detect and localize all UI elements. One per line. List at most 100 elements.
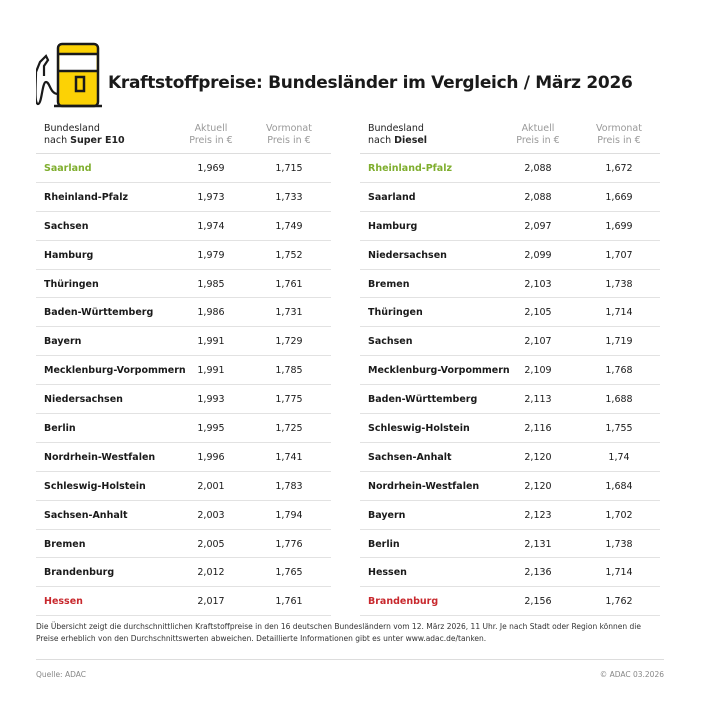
state-name: Nordrhein-Westfalen bbox=[44, 451, 156, 463]
state-name: Brandenburg bbox=[368, 596, 439, 608]
current-price: 2,088 bbox=[524, 191, 552, 203]
state-name: Bremen bbox=[44, 538, 86, 550]
table-row: Thüringen 1,985 1,761 bbox=[36, 270, 331, 299]
state-name: Sachsen-Anhalt bbox=[44, 509, 128, 521]
table-row: Niedersachsen 1,993 1,775 bbox=[36, 385, 331, 415]
previous-month-price: 1,783 bbox=[275, 480, 303, 492]
current-price: 1,985 bbox=[197, 278, 225, 290]
diesel-table: Bundesland nach Diesel Aktuell Preis in € … bbox=[360, 122, 660, 617]
current-price: 2,131 bbox=[524, 538, 552, 550]
state-name: Hessen bbox=[368, 567, 407, 579]
previous-month-price: 1,707 bbox=[605, 249, 633, 261]
table-row: Niedersachsen 2,099 1,707 bbox=[360, 241, 660, 270]
previous-month-price: 1,768 bbox=[605, 365, 633, 377]
table-row: Rheinland-Pfalz 2,088 1,672 bbox=[360, 154, 660, 183]
table-row: Hessen 2,136 1,714 bbox=[360, 558, 660, 588]
previous-month-price: 1,761 bbox=[275, 278, 303, 290]
state-name: Bayern bbox=[44, 336, 82, 348]
current-price: 2,113 bbox=[524, 394, 552, 406]
state-name: Saarland bbox=[44, 163, 92, 174]
state-name: Hamburg bbox=[44, 249, 94, 261]
current-price: 2,156 bbox=[524, 596, 552, 608]
previous-month-price: 1,775 bbox=[275, 394, 303, 406]
table-row: Sachsen 2,107 1,719 bbox=[360, 327, 660, 357]
table-row: Schleswig-Holstein 2,001 1,783 bbox=[36, 472, 331, 501]
current-price: 2,097 bbox=[524, 220, 552, 232]
table-row: Sachsen 1,974 1,749 bbox=[36, 212, 331, 241]
table-row: Berlin 2,131 1,738 bbox=[360, 530, 660, 559]
column-header-aktuell: Aktuell Preis in € bbox=[516, 123, 560, 146]
state-name: Thüringen bbox=[44, 278, 99, 290]
state-name: Schleswig-Holstein bbox=[368, 423, 470, 435]
state-name: Berlin bbox=[44, 423, 76, 435]
state-name: Hessen bbox=[44, 596, 83, 608]
table-row: Hessen 2,017 1,761 bbox=[36, 587, 331, 617]
table-row: Bayern 1,991 1,729 bbox=[36, 327, 331, 357]
state-name: Schleswig-Holstein bbox=[44, 480, 146, 492]
table-row: Hamburg 2,097 1,699 bbox=[360, 212, 660, 241]
state-name: Bayern bbox=[368, 509, 406, 521]
table-row: Saarland 1,969 1,715 bbox=[36, 154, 331, 183]
table-row: Baden-Württemberg 1,986 1,731 bbox=[36, 298, 331, 328]
previous-month-price: 1,672 bbox=[605, 163, 633, 174]
current-price: 2,120 bbox=[524, 451, 552, 463]
previous-month-price: 1,755 bbox=[605, 423, 633, 435]
current-price: 2,088 bbox=[524, 163, 552, 174]
table-row: Brandenburg 2,012 1,765 bbox=[36, 558, 331, 588]
previous-month-price: 1,714 bbox=[605, 307, 633, 319]
table-row: Bremen 2,103 1,738 bbox=[360, 270, 660, 299]
state-name: Baden-Württemberg bbox=[44, 307, 154, 319]
current-price: 1,986 bbox=[197, 307, 225, 319]
state-name: Sachsen-Anhalt bbox=[368, 451, 452, 463]
previous-month-price: 1,741 bbox=[275, 451, 303, 463]
state-name: Rheinland-Pfalz bbox=[44, 191, 129, 203]
current-price: 2,120 bbox=[524, 480, 552, 492]
previous-month-price: 1,688 bbox=[605, 394, 633, 406]
table-row: Nordrhein-Westfalen 1,996 1,741 bbox=[36, 443, 331, 472]
current-price: 2,003 bbox=[197, 509, 225, 521]
previous-month-price: 1,733 bbox=[275, 191, 303, 203]
state-name: Rheinland-Pfalz bbox=[368, 163, 453, 174]
current-price: 2,136 bbox=[524, 567, 552, 579]
table-row: Nordrhein-Westfalen 2,120 1,684 bbox=[360, 472, 660, 501]
state-name: Sachsen bbox=[368, 336, 413, 348]
current-price: 2,099 bbox=[524, 249, 552, 261]
previous-month-price: 1,762 bbox=[605, 596, 633, 608]
column-header-vormonat: Vormonat Preis in € bbox=[266, 123, 312, 146]
current-price: 1,996 bbox=[197, 451, 225, 463]
previous-month-price: 1,719 bbox=[605, 336, 633, 348]
previous-month-price: 1,794 bbox=[275, 509, 303, 521]
table-header: Bundesland nach Diesel Aktuell Preis in € … bbox=[360, 122, 660, 154]
super-e10-table: Bundesland nach Super E10 Aktuell Preis in… bbox=[36, 122, 331, 617]
state-name: Sachsen bbox=[44, 220, 89, 232]
table-row: Brandenburg 2,156 1,762 bbox=[360, 587, 660, 617]
divider bbox=[36, 659, 664, 660]
page-title: Kraftstoffpreise: Bundesländer im Vergle… bbox=[108, 73, 633, 93]
state-name: Brandenburg bbox=[44, 567, 115, 579]
state-name: Mecklenburg-Vorpommern bbox=[44, 365, 186, 377]
current-price: 2,017 bbox=[197, 596, 225, 608]
table-header: Bundesland nach Super E10 Aktuell Preis in… bbox=[36, 122, 331, 154]
current-price: 2,012 bbox=[197, 567, 225, 579]
current-price: 1,995 bbox=[197, 423, 225, 435]
column-header-bundesland: Bundesland nach Diesel bbox=[368, 123, 428, 146]
previous-month-price: 1,699 bbox=[605, 220, 633, 232]
previous-month-price: 1,702 bbox=[605, 509, 633, 521]
table-row: Bayern 2,123 1,702 bbox=[360, 501, 660, 530]
column-header-aktuell: Aktuell Preis in € bbox=[189, 123, 233, 146]
current-price: 1,991 bbox=[197, 365, 225, 377]
table-row: Baden-Württemberg 2,113 1,688 bbox=[360, 385, 660, 415]
previous-month-price: 1,738 bbox=[605, 278, 633, 290]
state-name: Niedersachsen bbox=[44, 394, 123, 406]
previous-month-price: 1,776 bbox=[275, 538, 303, 550]
state-name: Saarland bbox=[368, 191, 416, 203]
state-name: Niedersachsen bbox=[368, 249, 447, 261]
current-price: 1,993 bbox=[197, 394, 225, 406]
current-price: 2,116 bbox=[524, 423, 552, 435]
previous-month-price: 1,765 bbox=[275, 567, 303, 579]
current-price: 2,001 bbox=[197, 480, 225, 492]
current-price: 1,969 bbox=[197, 163, 225, 174]
table-row: Thüringen 2,105 1,714 bbox=[360, 298, 660, 328]
table-row: Saarland 2,088 1,669 bbox=[360, 183, 660, 212]
